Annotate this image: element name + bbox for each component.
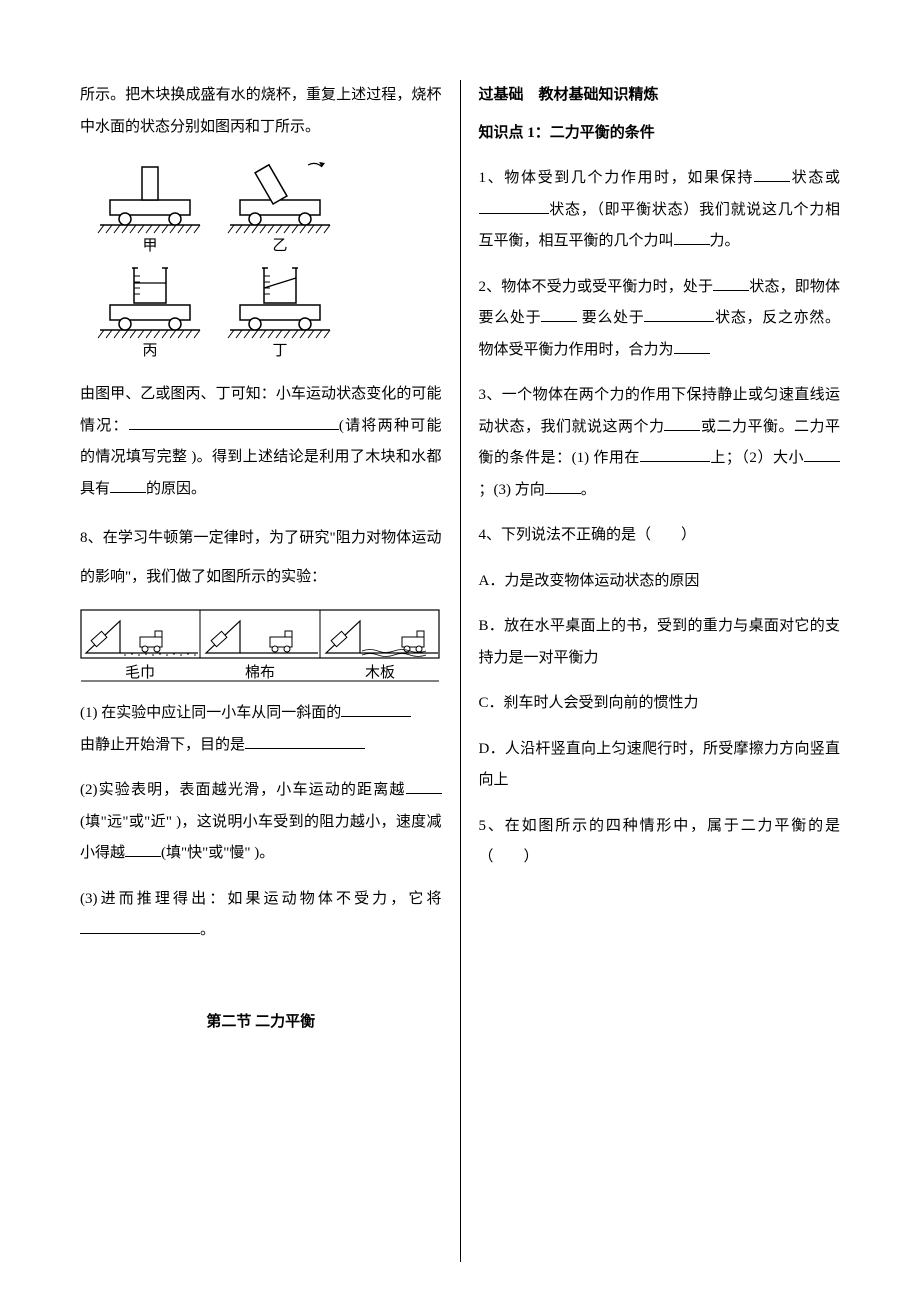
blank bbox=[125, 842, 161, 857]
r4: 4、下列说法不正确的是（ ） bbox=[479, 520, 841, 552]
blank bbox=[245, 734, 365, 749]
r3e: 。 bbox=[581, 482, 596, 498]
r3d: ；(3) 方向 bbox=[479, 482, 545, 498]
diagram-ramps: 毛巾 棉布 木板 bbox=[80, 609, 442, 684]
r1a: 1、物体受到几个力作用时，如果保持 bbox=[479, 170, 755, 186]
q8-3: (3)进而推理得出：如果运动物体不受力，它将。 bbox=[80, 884, 442, 947]
label-mianbu: 棉布 bbox=[245, 664, 275, 681]
blank bbox=[341, 702, 411, 717]
r4c: C．刹车时人会受到向前的惯性力 bbox=[479, 688, 841, 720]
label-muban: 木板 bbox=[365, 663, 395, 681]
r5: 5、在如图所示的四种情形中，属于二力平衡的是（ ） bbox=[479, 811, 841, 874]
q8-3b: 。 bbox=[200, 922, 215, 938]
blank bbox=[545, 479, 581, 494]
q8-text: 8、在学习牛顿第一定律时，为了研究"阻力对物体运动的影响"，我们做了如图所示的实… bbox=[80, 519, 442, 597]
right-column: 过基础 教材基础知识精炼 知识点 1：二力平衡的条件 1、物体受到几个力作用时，… bbox=[461, 80, 841, 1262]
intro-text: 所示。把木块换成盛有水的烧杯，重复上述过程，烧杯中水面的状态分别如图丙和丁所示。 bbox=[80, 80, 442, 143]
blank bbox=[754, 167, 790, 182]
r1: 1、物体受到几个力作用时，如果保持状态或状态，（即平衡状态）我们就说这几个力相互… bbox=[479, 163, 841, 258]
blank bbox=[804, 447, 840, 462]
q8-2a: (2)实验表明，表面越光滑，小车运动的距离越 bbox=[80, 782, 406, 798]
right-heading: 过基础 教材基础知识精炼 bbox=[479, 80, 841, 112]
blank bbox=[479, 199, 549, 214]
blank bbox=[644, 307, 714, 322]
kp1-title: 知识点 1：二力平衡的条件 bbox=[479, 118, 841, 150]
q7-text: 由图甲、乙或图丙、丁可知：小车运动状态变化的可能情况：(请将两种可能的情况填写完… bbox=[80, 379, 442, 505]
left-column: 所示。把木块换成盛有水的烧杯，重复上述过程，烧杯中水面的状态分别如图丙和丁所示。 bbox=[80, 80, 461, 1262]
blank bbox=[664, 416, 700, 431]
label-bing: 丙 bbox=[142, 343, 157, 359]
blank bbox=[406, 779, 442, 794]
q8-1b: 由静止开始滑下，目的是 bbox=[80, 737, 245, 753]
blank bbox=[674, 339, 710, 354]
r4a: A．力是改变物体运动状态的原因 bbox=[479, 566, 841, 598]
q8-3a: (3)进而推理得出：如果运动物体不受力，它将 bbox=[80, 891, 442, 907]
label-ding: 丁 bbox=[272, 343, 287, 359]
blank bbox=[129, 415, 339, 430]
blank bbox=[713, 276, 749, 291]
label-jia: 甲 bbox=[142, 238, 157, 254]
r2: 2、物体不受力或受平衡力时，处于状态，即物体要么处于 要么处于状态，反之亦然。物… bbox=[479, 272, 841, 367]
r2a: 2、物体不受力或受平衡力时，处于 bbox=[479, 279, 714, 295]
section-2-title: 第二节 二力平衡 bbox=[80, 1007, 442, 1039]
r1b: 状态或 bbox=[790, 170, 840, 186]
r3: 3、一个物体在两个力的作用下保持静止或匀速直线运动状态，我们就说这两个力或二力平… bbox=[479, 380, 841, 506]
label-yi: 乙 bbox=[272, 238, 287, 254]
blank bbox=[110, 478, 146, 493]
label-maojin: 毛巾 bbox=[125, 664, 155, 681]
blank bbox=[674, 230, 710, 245]
r1d: 力。 bbox=[710, 233, 740, 249]
diagram-carts: 甲 bbox=[80, 155, 442, 365]
q7c: 的原因。 bbox=[146, 481, 206, 497]
r2c: 要么处于 bbox=[577, 310, 644, 326]
q8-2: (2)实验表明，表面越光滑，小车运动的距离越(填"远"或"近" )，这说明小车受… bbox=[80, 775, 442, 870]
blank bbox=[640, 447, 710, 462]
blank bbox=[541, 307, 577, 322]
q8-1a: (1) 在实验中应让同一小车从同一斜面的 bbox=[80, 705, 341, 721]
blank bbox=[80, 919, 200, 934]
q8-1: (1) 在实验中应让同一小车从同一斜面的 由静止开始滑下，目的是 bbox=[80, 698, 442, 761]
q8-2c: (填"快"或"慢" )。 bbox=[161, 845, 274, 861]
r4b: B．放在水平桌面上的书，受到的重力与桌面对它的支持力是一对平衡力 bbox=[479, 611, 841, 674]
r4d: D．人沿杆竖直向上匀速爬行时，所受摩擦力方向竖直向上 bbox=[479, 734, 841, 797]
r3c: 上；（2）大小 bbox=[710, 450, 804, 466]
